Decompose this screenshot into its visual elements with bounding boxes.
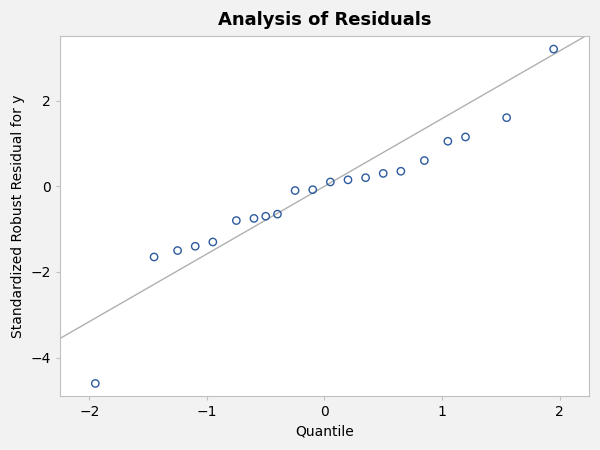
Point	[343, 176, 353, 184]
Point	[249, 215, 259, 222]
Y-axis label: Standardized Robust Residual for y: Standardized Robust Residual for y	[11, 94, 25, 338]
Point	[290, 187, 300, 194]
Point	[272, 211, 282, 218]
Point	[261, 213, 271, 220]
Title: Analysis of Residuals: Analysis of Residuals	[218, 11, 431, 29]
X-axis label: Quantile: Quantile	[295, 425, 354, 439]
Point	[443, 138, 452, 145]
Point	[149, 253, 159, 261]
Point	[190, 243, 200, 250]
Point	[326, 178, 335, 185]
Point	[379, 170, 388, 177]
Point	[461, 133, 470, 140]
Point	[232, 217, 241, 224]
Point	[91, 380, 100, 387]
Point	[173, 247, 182, 254]
Point	[549, 45, 559, 53]
Point	[396, 168, 406, 175]
Point	[419, 157, 429, 164]
Point	[502, 114, 511, 121]
Point	[361, 174, 370, 181]
Point	[208, 238, 218, 246]
Point	[308, 186, 317, 194]
